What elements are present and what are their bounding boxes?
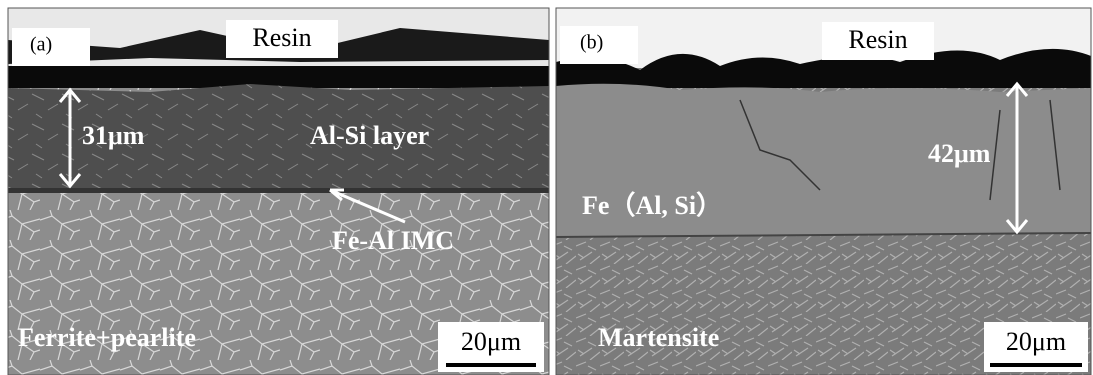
panel-label: (b) (580, 32, 603, 54)
resin-label: Resin (848, 25, 907, 54)
scale-label: 20μm (461, 327, 521, 356)
thickness-label: 31μm (82, 121, 145, 150)
scale-label: 20μm (1006, 327, 1066, 356)
resin-label: Resin (252, 23, 311, 52)
substrate-label: Ferrite+pearlite (18, 323, 196, 352)
layer-label: Fe（Al, Si） (582, 191, 722, 220)
panel-label: (a) (30, 34, 52, 56)
panel-b: (b) Resin 42μm Fe（Al, Si） Martensite 20μ… (556, 8, 1091, 375)
dark-band (8, 66, 549, 88)
layer-label: Al-Si layer (310, 121, 429, 150)
substrate-label: Martensite (598, 323, 719, 352)
figure: (a) Resin 31μm Al-Si layer Fe-Al IMC Fer… (0, 0, 1093, 375)
thickness-label: 42μm (928, 139, 991, 168)
panel-a: (a) Resin 31μm Al-Si layer Fe-Al IMC Fer… (8, 8, 549, 375)
imc-line (8, 188, 549, 193)
interface-label: Fe-Al IMC (332, 226, 454, 255)
